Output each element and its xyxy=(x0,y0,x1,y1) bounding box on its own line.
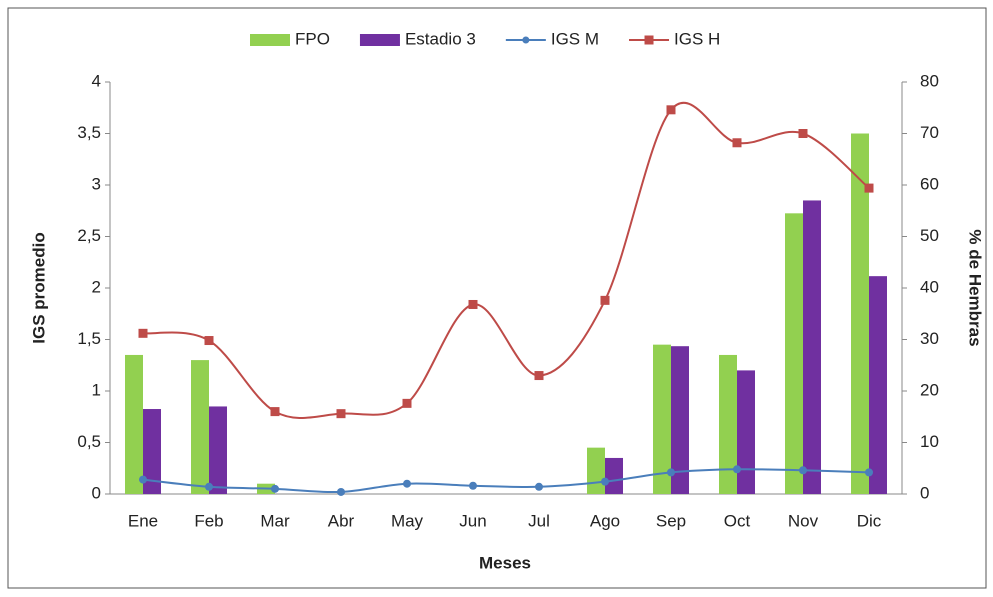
marker xyxy=(667,468,675,477)
legend-label: IGS M xyxy=(551,29,599,48)
marker xyxy=(534,371,544,381)
x-tick-label: Mar xyxy=(260,511,290,530)
legend-marker xyxy=(644,35,654,45)
marker xyxy=(403,479,411,488)
legend-marker xyxy=(522,36,530,44)
y2-tick-label: 70 xyxy=(920,123,939,142)
bar xyxy=(587,447,605,494)
marker xyxy=(336,409,346,419)
marker xyxy=(732,138,742,148)
marker xyxy=(205,482,213,491)
x-tick-label: Feb xyxy=(194,511,223,530)
bar xyxy=(803,200,821,494)
y-tick-label: 1 xyxy=(92,380,101,399)
bar xyxy=(125,354,143,494)
bar xyxy=(671,346,689,494)
bar xyxy=(209,406,227,494)
marker xyxy=(204,336,214,346)
marker xyxy=(535,482,543,491)
bar xyxy=(653,344,671,494)
marker xyxy=(271,484,279,493)
marker xyxy=(601,477,609,486)
x-tick-label: Abr xyxy=(328,511,355,530)
marker xyxy=(138,328,148,338)
x-tick-label: Nov xyxy=(788,511,819,530)
y2-tick-label: 50 xyxy=(920,226,939,245)
y-tick-label: 1,5 xyxy=(77,329,101,348)
marker xyxy=(864,183,874,193)
y2-tick-label: 80 xyxy=(920,71,939,90)
marker xyxy=(469,481,477,490)
marker xyxy=(468,299,478,309)
legend-swatch xyxy=(250,34,290,46)
bar xyxy=(143,409,161,494)
marker xyxy=(865,468,873,477)
marker xyxy=(270,407,280,417)
legend-label: FPO xyxy=(295,29,330,48)
x-tick-label: Jul xyxy=(528,511,550,530)
x-tick-label: Jun xyxy=(459,511,486,530)
x-tick-label: May xyxy=(391,511,424,530)
marker xyxy=(139,475,147,484)
line-series xyxy=(142,468,870,494)
marker xyxy=(799,466,807,475)
x-tick-label: Oct xyxy=(724,511,751,530)
y-tick-label: 0,5 xyxy=(77,432,101,451)
y2-axis-label: % de Hembras xyxy=(966,229,985,346)
legend-swatch xyxy=(359,34,400,46)
marker xyxy=(798,129,808,138)
x-tick-label: Ene xyxy=(128,511,158,530)
marker xyxy=(600,295,610,305)
chart-frame xyxy=(7,7,987,589)
x-tick-label: Sep xyxy=(656,511,686,530)
legend-label: Estadio 3 xyxy=(405,29,476,48)
y2-tick-label: 20 xyxy=(920,380,939,399)
y2-tick-label: 60 xyxy=(920,174,939,193)
y-tick-label: 0 xyxy=(92,483,101,502)
y-tick-label: 2,5 xyxy=(77,226,101,245)
y-axis-label: IGS promedio xyxy=(29,232,48,343)
marker xyxy=(666,105,676,115)
x-axis-label: Meses xyxy=(479,553,531,572)
x-tick-label: Ago xyxy=(590,511,620,530)
y2-tick-label: 30 xyxy=(920,329,939,348)
x-tick-label: Dic xyxy=(857,511,882,530)
bar xyxy=(785,213,803,494)
y2-tick-label: 0 xyxy=(920,483,929,502)
bar xyxy=(737,370,755,494)
marker xyxy=(402,398,412,408)
y-tick-label: 3 xyxy=(92,174,101,193)
legend-label: IGS H xyxy=(674,29,720,48)
marker xyxy=(337,487,345,496)
y-tick-label: 4 xyxy=(92,71,101,90)
y2-tick-label: 10 xyxy=(920,432,939,451)
marker xyxy=(733,465,741,474)
y-tick-label: 2 xyxy=(92,277,101,296)
bar xyxy=(191,360,209,494)
bar xyxy=(851,133,869,494)
y2-tick-label: 40 xyxy=(920,277,939,296)
bar xyxy=(869,276,887,494)
bar xyxy=(605,457,623,494)
y-tick-label: 3,5 xyxy=(77,123,101,142)
bar xyxy=(719,354,737,494)
